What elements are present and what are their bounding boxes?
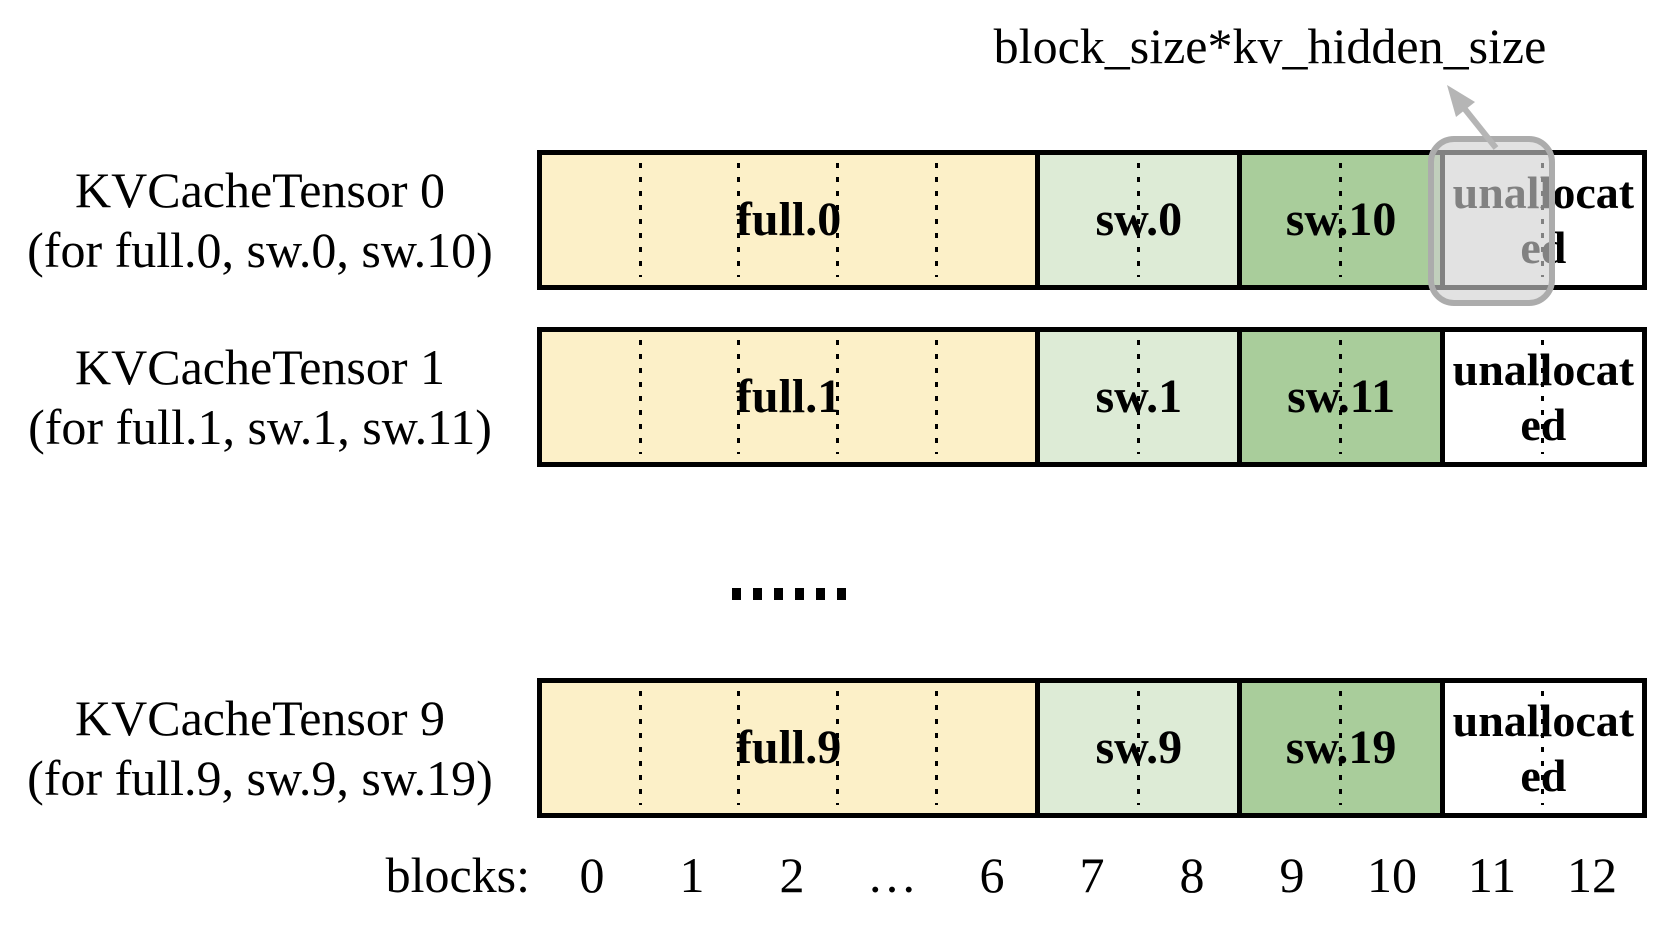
ellipsis-dot [816,588,825,600]
block-cell [638,683,740,813]
blocks-axis: 0 1 2 … 6 7 8 9 10 11 12 [542,845,1642,905]
block-cell [1541,332,1642,462]
ellipsis-dot [732,588,741,600]
block-size-annotation-label: block_size*kv_hidden_size [993,18,1547,74]
axis-tick-7: 7 [1079,847,1105,903]
row-continuation-ellipsis: ...... [664,587,914,601]
tensor-9-bar: full.9 sw.9 sw.19 unallocated [537,678,1647,818]
block-cell [638,332,740,462]
block-cell [1136,155,1238,285]
tensor-0-scope: (for full.0, sw.0, sw.10) [27,222,493,278]
block-cell [835,155,937,285]
block-cell [1339,332,1440,462]
axis-tick-12: 12 [1567,847,1617,903]
tensor-9-label: KVCacheTensor 9 (for full.9, sw.9, sw.19… [20,688,500,808]
tensor-1-sw-second-section: sw.11 [1237,332,1440,462]
block-cell [1242,332,1341,462]
tensor-0-sw-second-section: sw.10 [1237,155,1440,285]
axis-tick-ellipsis: … [867,847,917,903]
axis-tick-6: 6 [979,847,1005,903]
block-cell [737,683,838,813]
axis-tick-10: 10 [1367,847,1417,903]
block-cell [1040,155,1139,285]
ellipsis-dot [774,588,783,600]
highlighted-block-outline [1428,136,1555,306]
tensor-1-name: KVCacheTensor 1 [75,339,445,395]
ellipsis-dot [795,588,804,600]
tensor-1-full-section: full.1 [542,332,1036,462]
tensor-9-scope: (for full.9, sw.9, sw.19) [27,750,493,806]
block-cell [934,332,1036,462]
tensor-9-sw-first-section: sw.9 [1035,683,1238,813]
block-cell [1040,332,1139,462]
axis-tick-2: 2 [779,847,805,903]
annotation-arrow-head [1447,85,1475,117]
block-cell [1445,332,1544,462]
block-cell [542,332,641,462]
block-cell [1040,683,1139,813]
ellipsis-text: ...... [789,594,790,595]
tensor-0-label: KVCacheTensor 0 (for full.0, sw.0, sw.10… [20,160,500,280]
tensor-9-sw-second-section: sw.19 [1237,683,1440,813]
ellipsis-dot [837,588,846,600]
block-cell [542,683,641,813]
tensor-1-unallocated-section: unallocated [1439,332,1642,462]
block-cell [934,155,1036,285]
block-cell [1136,332,1238,462]
block-cell [1339,155,1440,285]
axis-tick-9: 9 [1279,847,1305,903]
block-cell [1541,683,1642,813]
tensor-9-full-section: full.9 [542,683,1036,813]
ellipsis-dot [753,588,762,600]
axis-tick-1: 1 [679,847,705,903]
tensor-1-sw-first-section: sw.1 [1035,332,1238,462]
block-cell [1242,155,1341,285]
tensor-1-scope: (for full.1, sw.1, sw.11) [28,399,492,455]
block-cell [638,155,740,285]
block-cell [1242,683,1341,813]
block-cell [1136,683,1238,813]
axis-tick-0: 0 [579,847,605,903]
block-cell [835,683,937,813]
tensor-9-unallocated-section: unallocated [1439,683,1642,813]
block-cell [835,332,937,462]
tensor-1-label: KVCacheTensor 1 (for full.1, sw.1, sw.11… [20,337,500,457]
block-cell [1339,683,1440,813]
axis-tick-11: 11 [1467,847,1517,903]
tensor-1-bar: full.1 sw.1 sw.11 unallocated [537,327,1647,467]
block-cell [1445,683,1544,813]
block-cell [737,155,838,285]
block-cell [542,155,641,285]
tensor-0-name: KVCacheTensor 0 [75,162,445,218]
block-cell [737,332,838,462]
blocks-axis-label: blocks: [385,847,530,903]
block-cell [934,683,1036,813]
tensor-0-sw-first-section: sw.0 [1035,155,1238,285]
tensor-0-full-section: full.0 [542,155,1036,285]
block-cell [1541,155,1642,285]
tensor-9-name: KVCacheTensor 9 [75,690,445,746]
axis-tick-8: 8 [1179,847,1205,903]
